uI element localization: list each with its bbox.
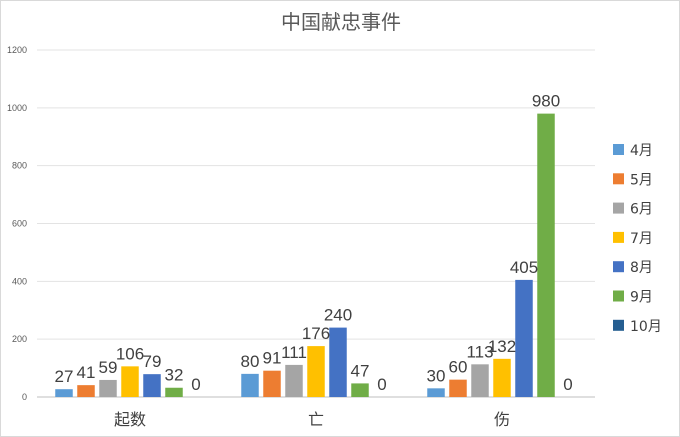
y-tick-label: 600 — [12, 219, 27, 229]
data-label: 27 — [55, 367, 74, 386]
bar-8月-亡 — [329, 327, 347, 397]
data-labels: 27 80 30 41 91 60 59 111 113 106 176 132 79 240 405 32 4… — [55, 92, 573, 394]
legend-swatch — [613, 173, 624, 185]
data-label: 113 — [466, 342, 493, 361]
legend-label: 9月 — [630, 290, 653, 306]
bar-7月-伤 — [493, 358, 511, 397]
data-label: 176 — [302, 324, 330, 343]
legend-swatch — [613, 319, 624, 331]
data-label: 0 — [191, 375, 200, 394]
bar-6月-起数 — [99, 379, 117, 397]
data-label: 80 — [241, 352, 260, 371]
gridlines — [37, 49, 595, 398]
legend-label: 7月 — [630, 231, 653, 247]
data-label: 32 — [165, 366, 184, 385]
bar-4月-起数 — [55, 389, 73, 397]
y-tick-label: 200 — [12, 334, 27, 344]
bars — [55, 113, 555, 397]
legend-label: 10月 — [630, 319, 662, 335]
bar-5月-起数 — [77, 385, 95, 397]
y-tick-label: 1200 — [7, 45, 27, 55]
y-axis-ticks: 0 200 400 600 800 1000 1200 — [7, 45, 27, 402]
legend-label: 4月 — [630, 143, 653, 159]
legend-swatch — [613, 261, 624, 273]
data-label: 79 — [143, 352, 162, 371]
legend-label: 6月 — [630, 202, 653, 218]
bar-5月-伤 — [449, 379, 467, 397]
chart-title: 中国献忠事件 — [281, 10, 401, 34]
data-label: 240 — [324, 306, 352, 325]
y-tick-label: 400 — [12, 276, 27, 286]
data-label: 0 — [377, 375, 386, 394]
data-label: 980 — [532, 92, 560, 111]
legend-swatch — [613, 202, 624, 214]
data-label: 47 — [351, 361, 370, 380]
data-label: 405 — [510, 258, 538, 277]
bar-8月-伤 — [515, 279, 533, 397]
legend-label: 8月 — [630, 260, 653, 276]
data-label: 59 — [99, 358, 118, 377]
data-label: 106 — [116, 344, 144, 363]
legend-swatch — [613, 144, 624, 155]
x-tick-label: 伤 — [494, 410, 510, 429]
data-label: 0 — [563, 375, 572, 394]
x-axis-ticks: 起数 亡 伤 — [114, 410, 510, 429]
data-label: 41 — [77, 363, 96, 382]
data-label: 111 — [281, 343, 307, 362]
legend-swatch — [613, 290, 624, 302]
y-tick-label: 0 — [22, 392, 27, 402]
data-label: 30 — [427, 366, 446, 385]
bar-6月-伤 — [471, 364, 489, 397]
legend: 4月 5月 6月 7月 8月 9月 10月 — [613, 143, 662, 335]
x-tick-label: 起数 — [114, 410, 146, 429]
bar-9月-伤 — [537, 113, 555, 397]
y-tick-label: 800 — [12, 161, 27, 171]
bar-4月-亡 — [241, 373, 259, 397]
bar-8月-起数 — [143, 374, 161, 397]
legend-label: 5月 — [630, 172, 653, 188]
bar-7月-起数 — [121, 366, 139, 397]
bar-4月-伤 — [427, 388, 445, 397]
data-label: 132 — [488, 337, 516, 356]
bar-9月-亡 — [351, 383, 369, 397]
bar-7月-亡 — [307, 346, 325, 397]
legend-swatch — [613, 231, 624, 243]
bar-9月-起数 — [165, 387, 183, 397]
x-tick-label: 亡 — [308, 410, 324, 429]
bar-5月-亡 — [263, 370, 281, 397]
data-label: 91 — [263, 349, 282, 368]
bar-6月-亡 — [285, 364, 303, 397]
y-tick-label: 1000 — [7, 103, 27, 113]
data-label: 60 — [449, 358, 468, 377]
